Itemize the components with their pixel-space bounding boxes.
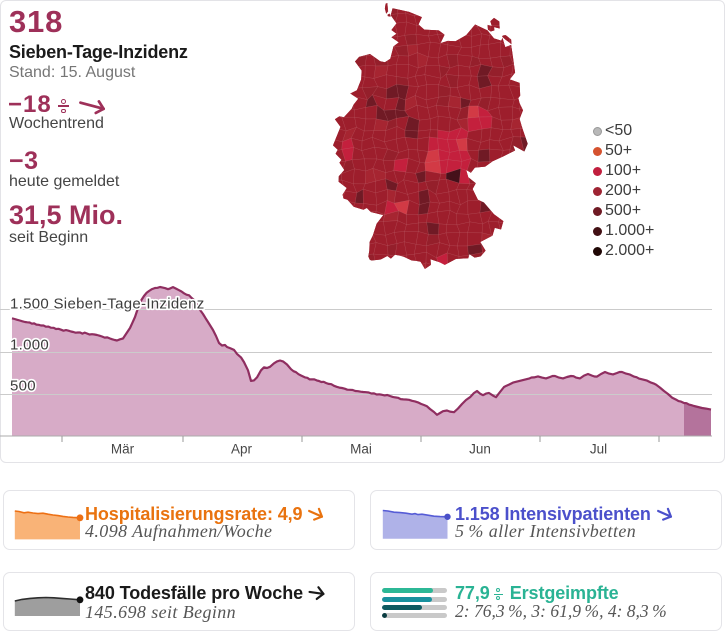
svg-text:Jun: Jun	[469, 442, 491, 457]
svg-text:Mai: Mai	[350, 442, 372, 457]
svg-text:Apr: Apr	[231, 442, 253, 457]
svg-text:1.500 Sieben-Tage-Inzidenz: 1.500 Sieben-Tage-Inzidenz	[10, 296, 205, 313]
svg-text:500: 500	[10, 378, 36, 395]
svg-text:Jul: Jul	[590, 442, 607, 457]
svg-text:Mär: Mär	[111, 442, 135, 457]
svg-text:1.000: 1.000	[10, 337, 49, 354]
